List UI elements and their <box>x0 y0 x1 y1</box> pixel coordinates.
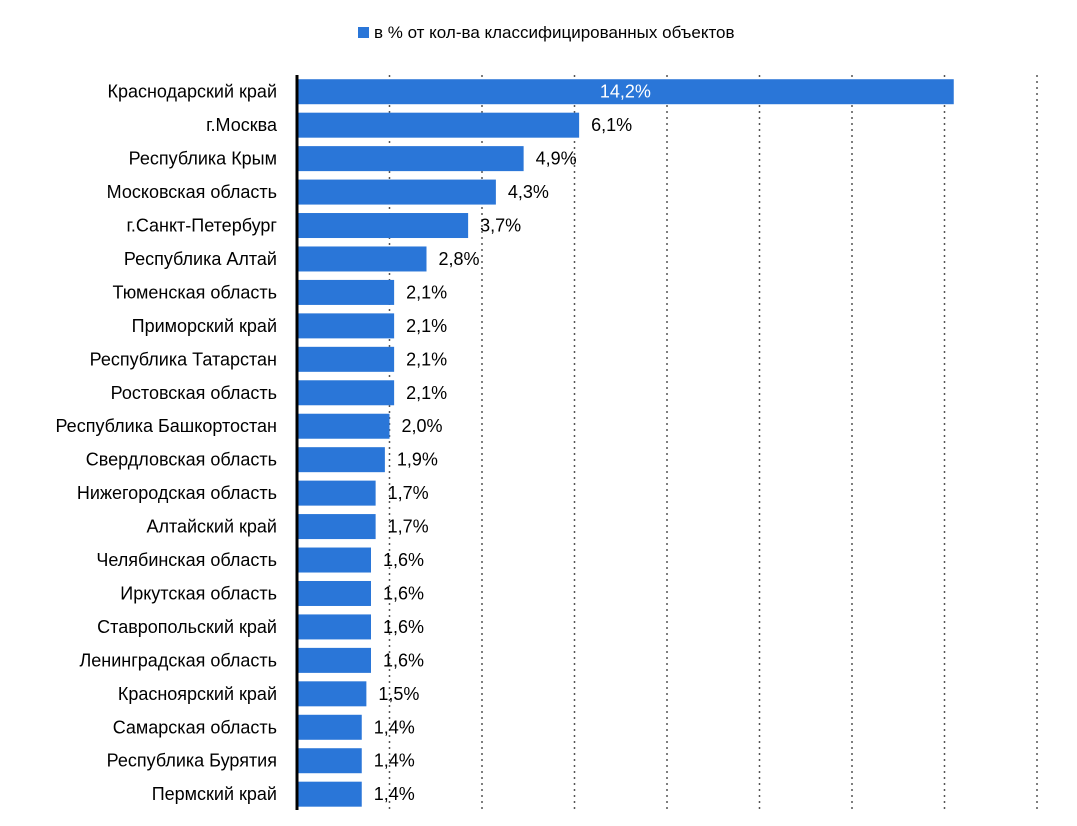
value-label: 1,6% <box>383 650 424 670</box>
category-label: Приморский край <box>132 316 277 336</box>
value-label: 1,4% <box>374 784 415 804</box>
value-label: 1,9% <box>397 450 438 470</box>
value-label: 4,9% <box>536 149 577 169</box>
category-label: Алтайский край <box>146 517 277 537</box>
category-label: Краснодарский край <box>107 82 277 102</box>
category-label: Республика Башкортостан <box>55 416 277 436</box>
bar <box>297 580 371 606</box>
bar <box>297 346 395 372</box>
value-label: 2,1% <box>406 349 447 369</box>
value-label: 1,5% <box>378 684 419 704</box>
value-label: 2,8% <box>439 249 480 269</box>
value-label: 1,4% <box>374 717 415 737</box>
bar <box>297 79 954 105</box>
bar <box>297 514 376 540</box>
category-labels: Краснодарский край г.Москва Республика Кры… <box>55 82 278 804</box>
category-label: Иркутская область <box>120 583 277 603</box>
category-label: г.Москва <box>206 115 278 135</box>
category-label: Тюменская область <box>112 282 277 302</box>
legend-swatch <box>358 27 369 38</box>
bar <box>297 413 390 439</box>
bars <box>297 79 954 807</box>
bar <box>297 112 580 138</box>
category-label: Ленинградская область <box>79 650 277 670</box>
bar <box>297 781 362 807</box>
category-label: Красноярский край <box>118 684 277 704</box>
value-label: 1,7% <box>388 517 429 537</box>
bar <box>297 213 469 239</box>
bar <box>297 279 395 305</box>
bar <box>297 647 371 673</box>
value-label: 6,1% <box>591 115 632 135</box>
bar <box>297 614 371 640</box>
value-label: 2,1% <box>406 316 447 336</box>
value-label: 2,0% <box>402 416 443 436</box>
value-label: 14,2% <box>600 82 651 102</box>
bar <box>297 179 496 205</box>
bar <box>297 380 395 406</box>
grid-lines <box>388 75 1038 810</box>
bar <box>297 146 524 172</box>
value-label: 3,7% <box>480 216 521 236</box>
value-label: 1,6% <box>383 550 424 570</box>
category-label: Республика Алтай <box>124 249 277 269</box>
category-label: Ставропольский край <box>97 617 277 637</box>
category-label: Республика Крым <box>129 149 277 169</box>
category-label: Республика Татарстан <box>90 349 277 369</box>
bar <box>297 480 376 506</box>
bar <box>297 547 371 573</box>
value-label: 1,4% <box>374 751 415 771</box>
category-label: Пермский край <box>152 784 277 804</box>
category-label: г.Санкт-Петербург <box>126 216 277 236</box>
bar <box>297 681 367 707</box>
value-label: 1,6% <box>383 583 424 603</box>
bar <box>297 313 395 339</box>
category-label: Челябинская область <box>96 550 277 570</box>
value-label: 2,1% <box>406 282 447 302</box>
bar <box>297 748 362 774</box>
value-label: 2,1% <box>406 383 447 403</box>
value-label: 1,7% <box>388 483 429 503</box>
category-label: Нижегородская область <box>77 483 277 503</box>
bar <box>297 246 427 272</box>
category-label: Самарская область <box>113 717 277 737</box>
bar <box>297 447 385 473</box>
category-label: Московская область <box>107 182 277 202</box>
legend-label: в % от кол-ва классифицированных объекто… <box>374 23 735 42</box>
value-labels: 14,2% 6,1% 4,9% 4,3% 3,7%2,8% 2,1% 2,1% 2,1% 2,1… <box>374 82 651 804</box>
bar <box>297 714 362 740</box>
value-label: 4,3% <box>508 182 549 202</box>
category-label: Свердловская область <box>86 450 277 470</box>
category-label: Ростовская область <box>111 383 277 403</box>
legend: в % от кол-ва классифицированных объекто… <box>358 23 735 42</box>
value-label: 1,6% <box>383 617 424 637</box>
category-label: Республика Бурятия <box>107 751 277 771</box>
